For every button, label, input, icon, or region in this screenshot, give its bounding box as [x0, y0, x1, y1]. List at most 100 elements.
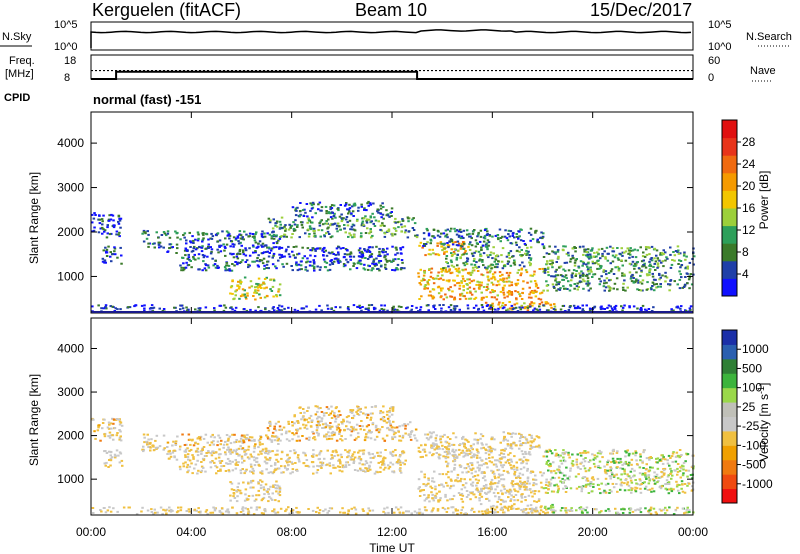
range-cell — [477, 307, 480, 310]
range-cell — [508, 280, 511, 283]
range-cell — [169, 455, 173, 458]
range-cell — [450, 271, 454, 274]
range-cell — [514, 282, 517, 285]
range-cell — [549, 304, 552, 307]
range-cell — [512, 507, 515, 510]
range-cell — [528, 286, 531, 289]
range-cell — [348, 253, 352, 256]
range-cell — [157, 243, 161, 246]
range-cell — [399, 463, 402, 466]
range-cell — [216, 248, 219, 251]
range-cell — [236, 263, 239, 266]
range-cell — [668, 488, 671, 491]
noise-right-tick-high: 10^5 — [708, 19, 732, 31]
range-cell — [280, 305, 284, 308]
range-cell — [249, 486, 252, 489]
range-cell — [395, 267, 398, 269]
range-cell — [367, 304, 371, 307]
range-cell — [652, 265, 655, 268]
range-cell — [464, 268, 467, 271]
range-cell — [186, 471, 189, 474]
range-cell — [654, 269, 657, 271]
range-cell — [659, 276, 662, 279]
range-cell — [318, 222, 321, 225]
range-cell — [639, 307, 643, 309]
range-cell — [422, 483, 425, 486]
range-cell — [397, 430, 400, 433]
range-cell — [674, 250, 678, 252]
range-cell — [390, 260, 393, 263]
range-cell — [344, 438, 347, 440]
range-cell — [365, 462, 369, 465]
range-cell — [643, 262, 646, 265]
range-cell — [330, 454, 333, 457]
range-cell — [575, 458, 579, 461]
range-cell — [109, 434, 113, 437]
range-cell — [330, 307, 333, 310]
range-cell — [472, 230, 475, 233]
range-cell — [470, 447, 473, 449]
range-cell — [319, 247, 322, 250]
range-cell — [249, 470, 252, 473]
range-cell — [217, 453, 221, 456]
range-cell — [583, 476, 587, 479]
range-cell — [492, 246, 495, 249]
range-cell — [234, 290, 237, 293]
range-cell — [250, 481, 253, 484]
range-cell — [442, 298, 445, 301]
range-cell — [510, 293, 514, 296]
range-cell — [520, 493, 523, 496]
range-cell — [236, 452, 239, 455]
range-cell — [559, 287, 562, 290]
range-cell — [378, 247, 381, 250]
range-cell — [213, 307, 216, 310]
range-cell — [464, 297, 468, 300]
range-cell — [284, 229, 287, 232]
range-cell — [290, 236, 293, 239]
range-cell — [266, 437, 270, 440]
range-cell — [234, 441, 238, 443]
range-cell — [664, 275, 667, 278]
range-cell — [460, 498, 463, 501]
range-cell — [256, 246, 259, 249]
range-cell — [280, 451, 284, 454]
range-cell — [550, 471, 553, 474]
range-cell — [367, 249, 371, 252]
range-cell — [370, 253, 374, 256]
range-cell — [633, 469, 636, 472]
range-cell — [628, 251, 631, 254]
range-cell — [194, 308, 197, 311]
range-cell — [479, 253, 482, 256]
range-cell — [524, 450, 527, 453]
range-cell — [381, 251, 385, 254]
range-cell — [112, 418, 116, 421]
range-cell — [365, 219, 368, 222]
range-cell — [568, 475, 571, 478]
range-cell — [534, 295, 538, 298]
range-cell — [529, 227, 533, 230]
range-cell — [307, 406, 310, 409]
range-cell — [451, 443, 454, 446]
range-cell — [623, 470, 626, 473]
range-cell — [274, 265, 277, 268]
range-cell — [92, 418, 95, 421]
range-cell — [434, 485, 437, 488]
range-cell — [460, 492, 464, 495]
range-cell — [477, 479, 480, 482]
range-cell — [241, 293, 244, 296]
range-cell — [648, 273, 651, 276]
range-cell — [502, 277, 505, 280]
range-cell — [391, 454, 395, 457]
range-cell — [471, 232, 475, 235]
range-cell — [168, 247, 171, 250]
range-cell — [447, 244, 451, 247]
range-cell — [462, 237, 465, 239]
range-cell — [445, 279, 449, 282]
range-cell — [274, 462, 277, 465]
range-cell — [397, 305, 401, 308]
range-cell — [318, 424, 321, 427]
range-cell — [275, 220, 279, 223]
range-cell — [353, 204, 357, 207]
range-cell — [639, 274, 642, 277]
range-cell — [266, 488, 270, 490]
